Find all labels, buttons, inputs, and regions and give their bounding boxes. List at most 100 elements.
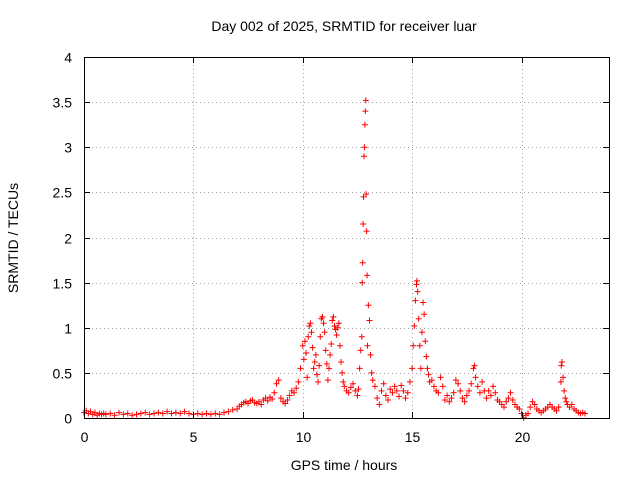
data-point-marker [404, 389, 411, 396]
data-point-marker [470, 365, 477, 372]
data-point-marker [315, 378, 322, 385]
data-point-marker [553, 407, 560, 414]
data-point-marker [409, 365, 416, 372]
data-point-marker [352, 387, 359, 394]
data-point-marker [490, 383, 497, 390]
y-tick-label: 4 [64, 50, 72, 66]
data-point-marker [282, 400, 289, 407]
data-point-marker [423, 353, 430, 360]
data-point-marker [468, 380, 475, 387]
data-point-marker [199, 411, 206, 418]
data-point-marker [116, 409, 122, 416]
data-point-marker [527, 404, 534, 411]
y-tick-label: 0.5 [53, 366, 73, 382]
data-point-marker [376, 401, 383, 408]
x-tick-label: 15 [405, 429, 421, 445]
data-point-marker [380, 380, 387, 387]
data-point-marker [258, 401, 265, 408]
data-point-marker [301, 338, 308, 345]
data-point-marker [448, 395, 455, 402]
data-point-marker [364, 272, 371, 279]
data-point-marker [459, 395, 466, 402]
data-point-marker [387, 386, 394, 393]
data-point-marker [418, 329, 425, 336]
x-tick-label: 0 [81, 429, 89, 445]
x-axis-ticks: 0 5 10 15 20 [81, 57, 530, 445]
x-tick-label: 5 [190, 429, 198, 445]
data-point-marker [363, 191, 370, 198]
data-point-marker [269, 396, 276, 403]
data-point-marker [428, 377, 435, 384]
data-point-marker [371, 383, 378, 390]
data-point-marker [531, 401, 538, 408]
data-point-marker [271, 389, 278, 396]
data-point-marker [120, 411, 127, 418]
data-point-marker [568, 401, 575, 408]
data-point-marker [286, 392, 293, 399]
data-point-marker [457, 387, 464, 394]
data-point-marker [355, 386, 362, 393]
data-point-marker [309, 344, 316, 351]
data-point-marker [557, 378, 564, 385]
data-point-marker [295, 378, 302, 385]
data-point-marker [398, 382, 405, 389]
data-point-marker [359, 259, 366, 266]
data-point-marker [102, 411, 109, 418]
data-point-marker [221, 409, 227, 416]
data-point-marker [307, 320, 314, 327]
data-point-marker [389, 389, 396, 396]
data-point-marker [402, 395, 409, 402]
data-point-marker [293, 385, 300, 392]
data-point-marker [431, 383, 437, 390]
data-point-marker [466, 387, 472, 394]
data-point-marker [107, 410, 114, 417]
data-point-marker [472, 374, 479, 381]
data-point-marker [374, 395, 381, 402]
data-point-marker [142, 409, 149, 416]
data-point-marker [558, 362, 565, 369]
data-point-marker [437, 374, 444, 381]
data-point-marker [417, 365, 424, 372]
data-point-marker [363, 228, 370, 235]
data-point-marker [168, 410, 175, 417]
data-point-marker [362, 97, 369, 104]
data-point-marker [361, 153, 367, 160]
data-point-marker [181, 408, 188, 415]
data-point-marker [312, 351, 319, 358]
data-point-marker [186, 410, 192, 417]
data-point-marker [441, 396, 448, 403]
data-point-marker [366, 317, 373, 324]
data-point-marker [501, 404, 507, 411]
data-point-marker [461, 398, 468, 405]
y-axis-ticks: 0 0.5 1 1.5 2 2.5 3 3.5 4 [53, 50, 609, 427]
x-axis-label: GPS time / hours [291, 457, 398, 473]
data-point-marker [322, 347, 329, 354]
data-point-marker [385, 396, 392, 403]
data-point-marker [323, 360, 330, 367]
data-point-marker [331, 322, 338, 329]
data-point-marker [359, 279, 366, 286]
y-tick-label: 3.5 [53, 95, 73, 111]
data-point-marker [336, 342, 343, 349]
data-point-marker [311, 359, 318, 366]
data-point-marker [435, 389, 442, 396]
data-point-marker [340, 378, 347, 385]
data-point-marker [273, 380, 280, 387]
plot-frame [84, 57, 610, 419]
data-point-marker [471, 362, 478, 369]
data-point-marker [413, 277, 420, 284]
data-point-marker [216, 411, 223, 418]
data-point-marker [357, 347, 364, 354]
data-point-marker [321, 329, 328, 336]
data-point-marker [439, 383, 446, 390]
data-point-marker [393, 387, 400, 394]
data-point-marker [300, 356, 307, 363]
data-point-marker [411, 322, 418, 329]
data-point-marker [347, 384, 354, 391]
data-point-marker [203, 410, 210, 417]
data-point-marker [452, 377, 459, 384]
data-point-marker [391, 383, 398, 390]
y-tick-label: 2.5 [53, 185, 73, 201]
data-point-marker [172, 409, 179, 416]
data-point-marker [297, 365, 304, 372]
